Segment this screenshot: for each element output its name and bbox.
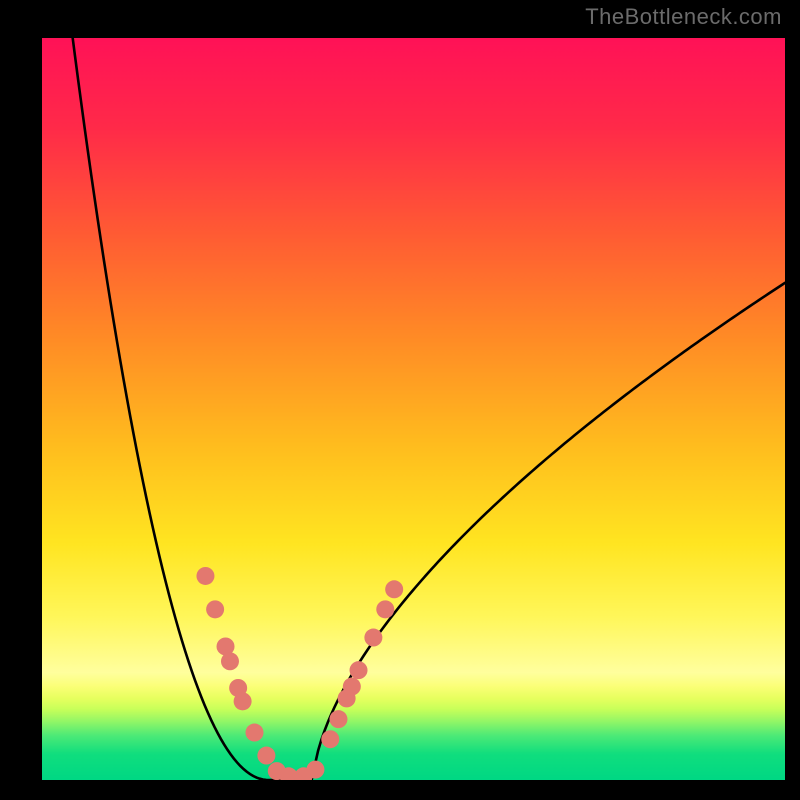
plot-area (42, 38, 785, 780)
chart-outer-frame: TheBottleneck.com (0, 0, 800, 800)
curve-marker (329, 710, 347, 728)
curve-layer (42, 38, 785, 780)
curve-marker (376, 600, 394, 618)
watermark-text: TheBottleneck.com (585, 4, 782, 30)
curve-marker (246, 724, 264, 742)
curve-marker (321, 730, 339, 748)
bottleneck-curve (72, 38, 785, 780)
curve-marker (350, 661, 368, 679)
curve-marker (206, 600, 224, 618)
curve-marker (306, 761, 324, 779)
curve-marker (364, 629, 382, 647)
curve-marker (234, 692, 252, 710)
curve-marker (221, 652, 239, 670)
curve-marker (343, 678, 361, 696)
curve-marker (257, 747, 275, 765)
curve-marker (196, 567, 214, 585)
curve-marker (385, 580, 403, 598)
